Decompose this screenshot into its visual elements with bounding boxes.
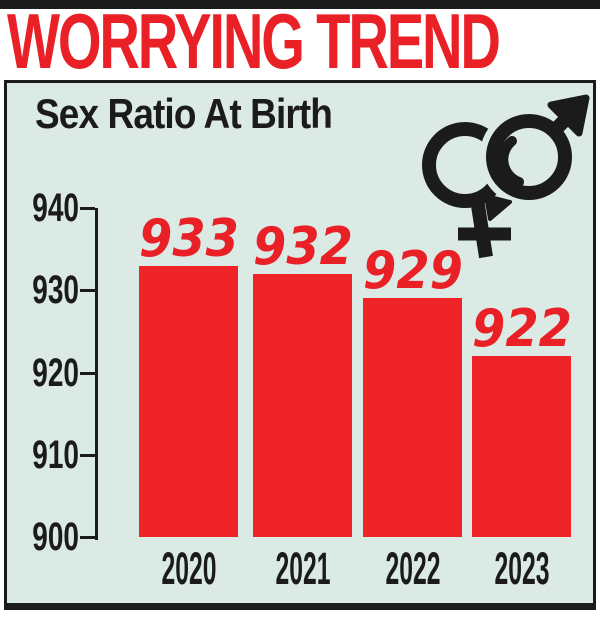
y-axis-tick: [80, 453, 95, 457]
bar-value-label: 929: [362, 241, 463, 302]
y-axis-tick: [80, 371, 95, 375]
y-axis-tick: [80, 207, 95, 210]
chart-bar-2023: [472, 356, 571, 537]
chart-bar-2020: [139, 265, 238, 537]
x-axis-label: 2022: [384, 543, 441, 594]
y-axis-tick: [80, 289, 95, 293]
bar-value-label: 933: [138, 208, 239, 269]
y-axis-tick-label: 910: [32, 432, 79, 477]
top-black-bar: [0, 0, 600, 9]
plot-area: 940 930 920 910 900 933 2020 932 2021 929 2022 922 2…: [7, 83, 593, 603]
chart-title: Sex Ratio At Birth: [35, 90, 333, 137]
y-axis-tick: [80, 536, 95, 539]
y-axis-tick-label: 930: [32, 268, 79, 313]
x-axis-label: 2023: [493, 543, 550, 594]
y-axis-line: [95, 208, 98, 540]
bar-value-label: 922: [471, 299, 572, 360]
y-axis-tick-label: 920: [32, 350, 79, 395]
chart-panel: Sex Ratio At Birth 940 930 920 910 900 933 202…: [4, 80, 596, 610]
x-axis-label: 2021: [274, 543, 331, 594]
chart-bar-2021: [253, 273, 352, 537]
bar-value-label: 932: [252, 216, 353, 277]
male-female-gender-icon: [422, 94, 590, 259]
page-title: WORRYING TREND: [7, 0, 501, 85]
chart-bar-2022: [363, 298, 462, 537]
y-axis-tick-label: 940: [32, 186, 79, 230]
x-axis-label: 2020: [160, 543, 217, 594]
y-axis-tick-label: 900: [32, 515, 79, 559]
